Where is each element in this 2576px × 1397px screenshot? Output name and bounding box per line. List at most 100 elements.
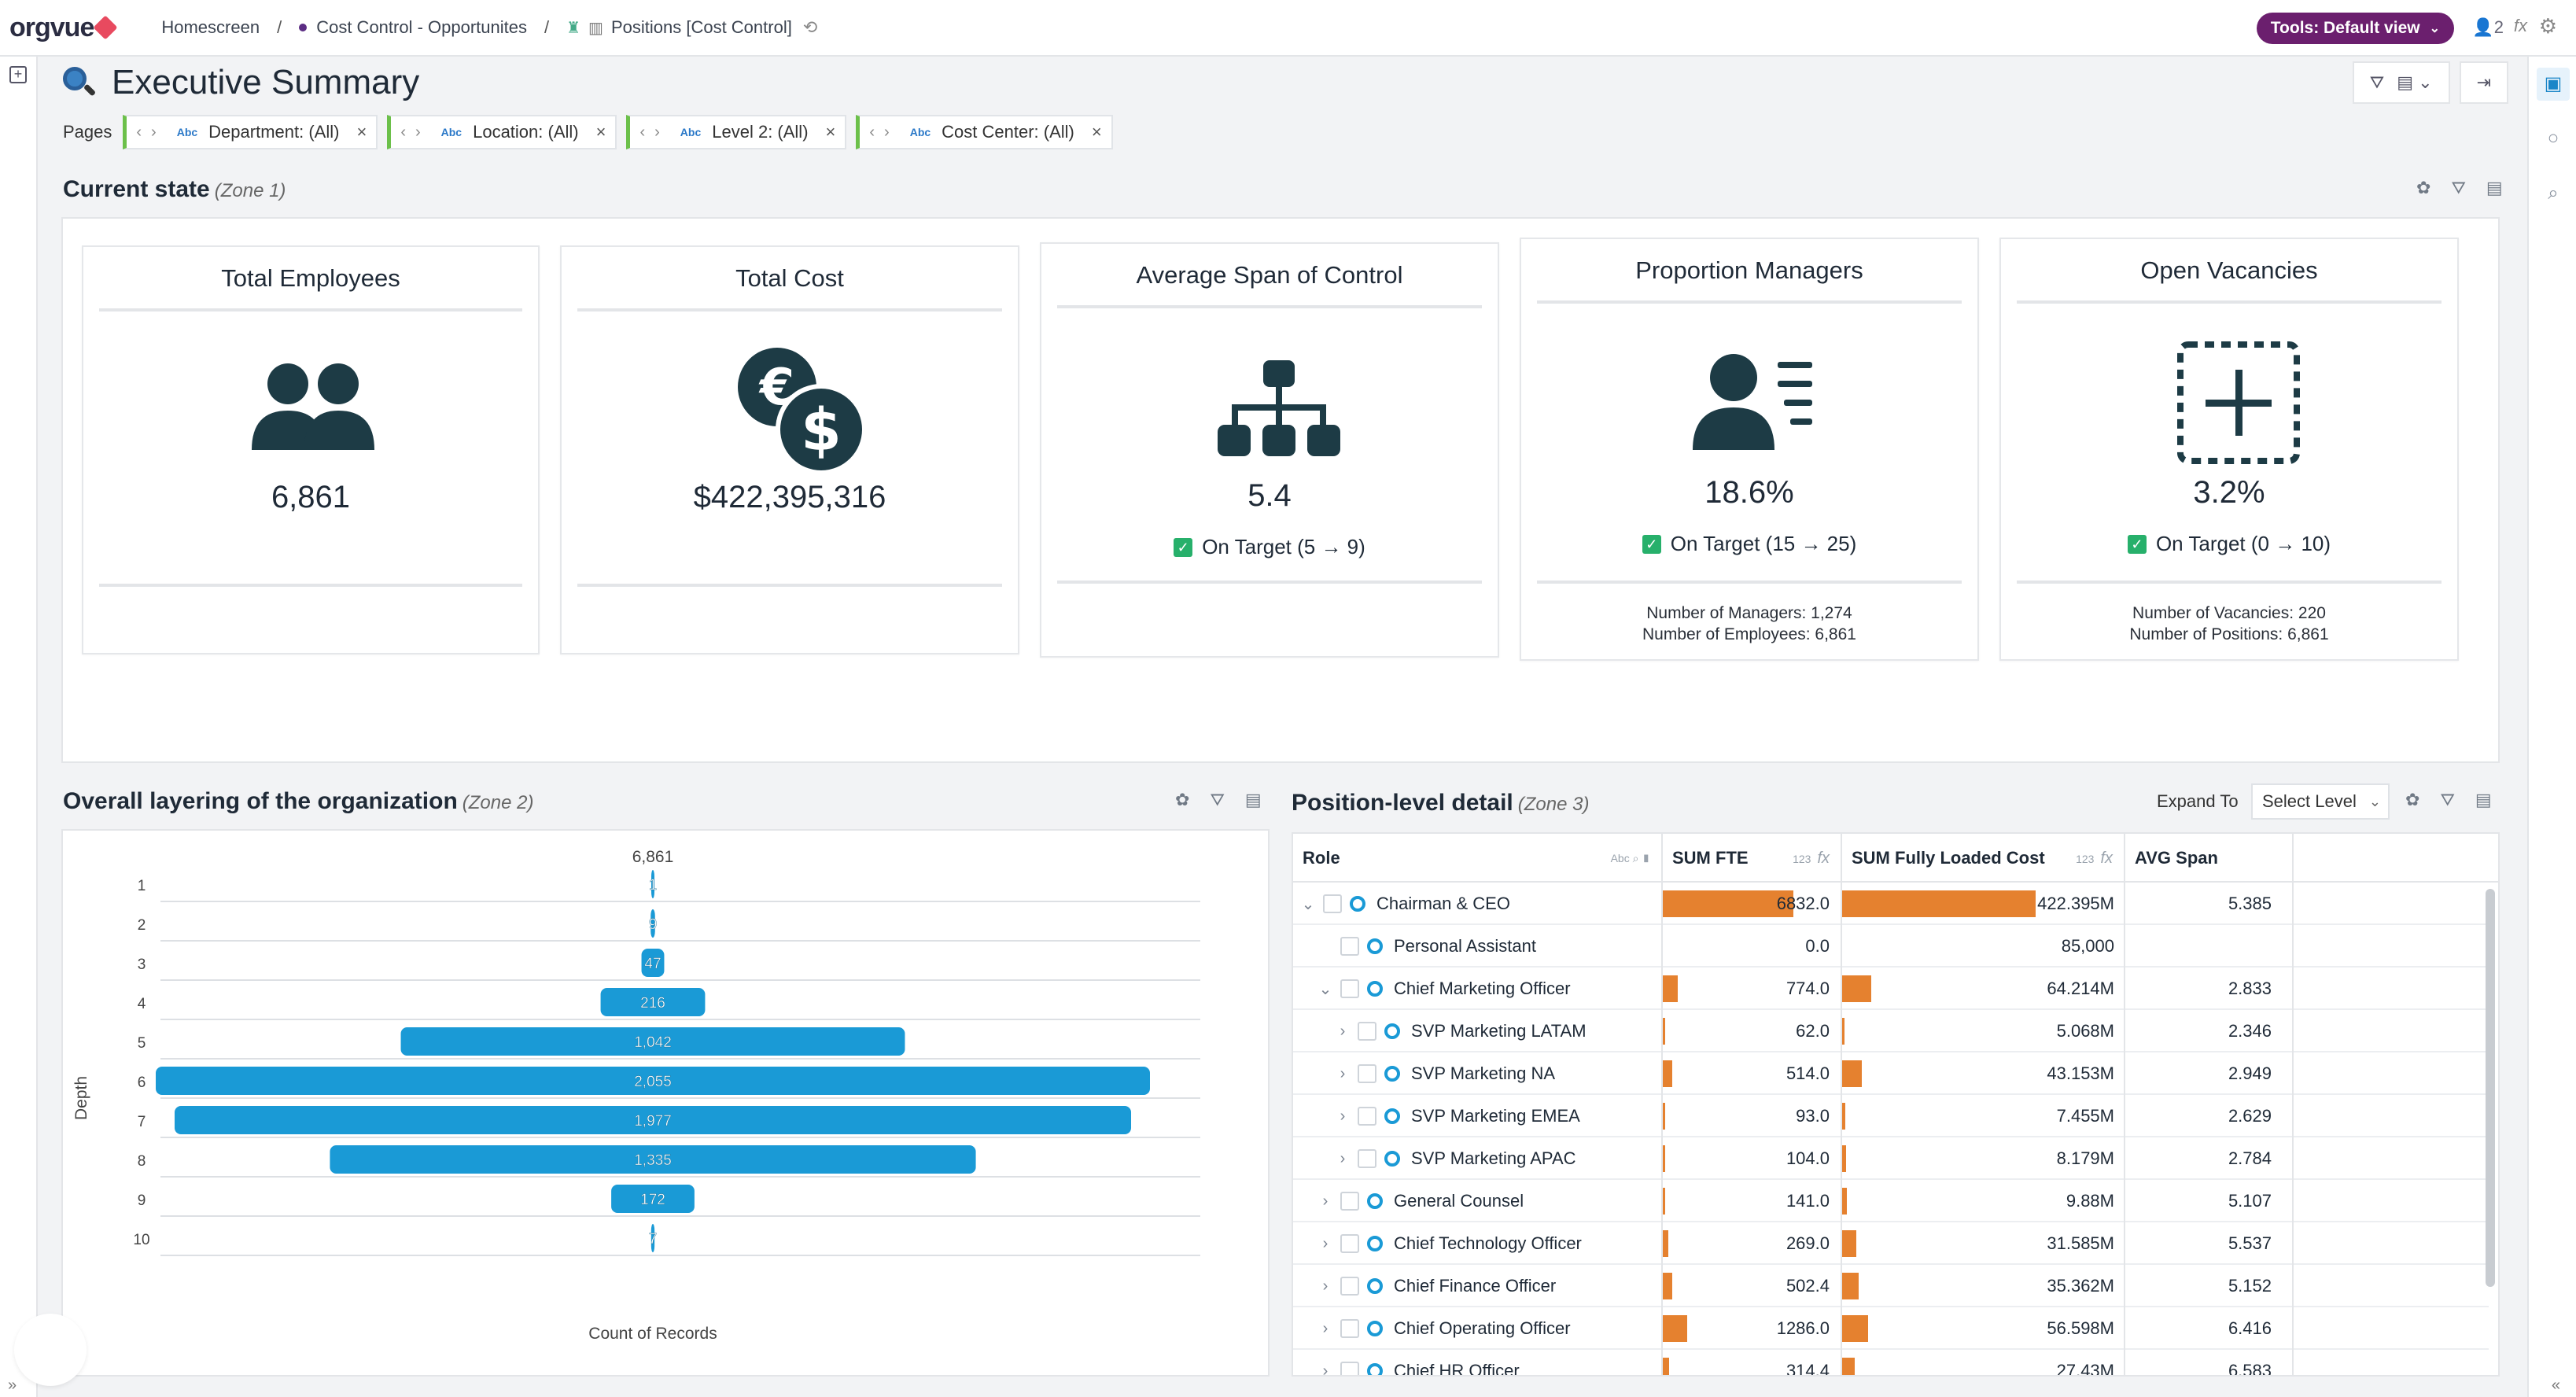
chevron-right-icon[interactable]: › xyxy=(1340,1064,1346,1082)
circle-panel-icon[interactable]: ○ xyxy=(2547,127,2559,149)
page-filter-button[interactable]: ⛛ ▤ ⌄ xyxy=(2352,61,2450,104)
search-icon[interactable]: ⌕ xyxy=(2548,182,2559,204)
column-header-fte[interactable]: SUM FTE 123 fx xyxy=(1663,834,1842,883)
table-row[interactable]: › Chief Operating Officer 1286.0 56.598M 6.4… xyxy=(1293,1307,2489,1350)
layout-icon[interactable]: ▤ xyxy=(1244,790,1262,809)
filter-chip-department[interactable]: ‹› Abc Department: (All) × xyxy=(123,115,378,149)
column-header-role[interactable]: Role Abc ⌕ ▮ xyxy=(1293,834,1663,883)
filter-icon[interactable]: ⛛ xyxy=(2451,178,2466,197)
row-checkbox[interactable] xyxy=(1340,979,1359,998)
chevron-left-right-icon[interactable]: ‹› xyxy=(136,123,166,141)
zone1-label: (Zone 1) xyxy=(214,180,286,201)
fx-icon: fx xyxy=(1817,849,1830,867)
table-row[interactable]: › SVP Marketing LATAM 62.0 5.068M 2.346 xyxy=(1293,1010,2489,1052)
column-header-span[interactable]: AVG Span xyxy=(2125,834,2294,883)
table-row[interactable]: › SVP Marketing APAC 104.0 8.179M 2.784 xyxy=(1293,1137,2489,1180)
y-tick-label: 5 xyxy=(138,1035,146,1052)
expand-left-icon[interactable]: » xyxy=(8,1377,17,1394)
close-icon[interactable]: × xyxy=(356,122,367,142)
row-checkbox[interactable] xyxy=(1358,1107,1376,1126)
role-cell: Personal Assistant xyxy=(1293,925,1663,968)
orgvue-logo[interactable]: orgvue xyxy=(9,13,118,43)
table-row[interactable]: Personal Assistant 0.0 85,000 xyxy=(1293,925,2489,968)
role-label: Chief HR Officer xyxy=(1394,1361,1520,1377)
cost-value: 9.88M xyxy=(2066,1191,2114,1211)
breadcrumb-dataset[interactable]: Positions [Cost Control] xyxy=(610,17,792,37)
add-panel-icon[interactable]: + xyxy=(9,66,27,83)
close-icon[interactable]: × xyxy=(595,122,606,142)
chart-total-label: 6,861 xyxy=(632,848,674,866)
palette-icon[interactable]: ✿ xyxy=(2416,178,2431,197)
table-row[interactable]: › SVP Marketing NA 514.0 43.153M 2.949 xyxy=(1293,1052,2489,1095)
tools-view-button[interactable]: Tools: Default view ⌄ xyxy=(2256,13,2454,44)
row-checkbox[interactable] xyxy=(1358,1064,1376,1083)
span-cell: 2.784 xyxy=(2125,1137,2294,1180)
bar-value-label: 1 xyxy=(649,877,658,894)
chevron-right-icon[interactable]: › xyxy=(1322,1234,1329,1252)
chevron-right-icon[interactable]: › xyxy=(1340,1149,1346,1167)
fte-bar xyxy=(1663,1060,1673,1087)
vertical-scrollbar[interactable] xyxy=(2486,889,2495,1287)
logo-mark-icon xyxy=(93,15,118,40)
row-checkbox[interactable] xyxy=(1358,1149,1376,1168)
users-indicator[interactable]: 👤2 xyxy=(2472,17,2504,37)
column-header-cost[interactable]: SUM Fully Loaded Cost 123 fx xyxy=(1842,834,2125,883)
table-row[interactable]: › Chief HR Officer 314.4 27.43M 6.583 xyxy=(1293,1350,2489,1377)
row-checkbox[interactable] xyxy=(1340,1234,1359,1253)
table-row[interactable]: › Chief Technology Officer 269.0 31.585M 5.5… xyxy=(1293,1222,2489,1265)
chevron-left-right-icon[interactable]: ‹› xyxy=(639,123,669,141)
chevron-right-icon[interactable]: › xyxy=(1322,1362,1329,1377)
help-bubble[interactable] xyxy=(14,1314,87,1386)
fx-icon[interactable]: fx xyxy=(2513,16,2527,35)
palette-icon[interactable]: ✿ xyxy=(2405,790,2420,809)
close-icon[interactable]: × xyxy=(825,122,836,142)
kpi-value: 3.2% xyxy=(2193,475,2265,510)
role-cell: › Chief Finance Officer xyxy=(1293,1265,1663,1307)
chevron-right-icon[interactable]: › xyxy=(1322,1192,1329,1210)
cost-bar xyxy=(1842,1358,1855,1375)
expand-right-icon[interactable]: « xyxy=(2551,1377,2560,1394)
chevron-down-icon[interactable]: ⌄ xyxy=(1318,980,1332,998)
table-row[interactable]: › Chief Finance Officer 502.4 35.362M 5.152 xyxy=(1293,1265,2489,1307)
kpi-open-vacancies: Open Vacancies 3.2% ✓ On Target (0 → 10) … xyxy=(1999,238,2459,661)
gear-icon[interactable]: ⚙ xyxy=(2538,14,2557,38)
table-row[interactable]: › General Counsel 141.0 9.88M 5.107 xyxy=(1293,1180,2489,1222)
table-row[interactable]: ⌄ Chairman & CEO 6832.0 422.395M 5.385 xyxy=(1293,883,2489,925)
kpi-note: Number of Vacancies: 220 xyxy=(2132,604,2326,622)
select-level-dropdown[interactable]: Select Level ⌄ xyxy=(2251,783,2390,820)
layout-icon[interactable]: ▤ xyxy=(2475,790,2492,809)
sync-icon[interactable]: ⟲ xyxy=(802,17,818,37)
fte-bar xyxy=(1663,1273,1673,1299)
chevron-right-icon[interactable]: › xyxy=(1322,1319,1329,1337)
filter-chip-level2[interactable]: ‹› Abc Level 2: (All) × xyxy=(626,115,847,149)
table-row[interactable]: ⌄ Chief Marketing Officer 774.0 64.214M 2.83… xyxy=(1293,968,2489,1010)
breadcrumb-home[interactable]: Homescreen xyxy=(161,17,260,37)
row-checkbox[interactable] xyxy=(1340,1319,1359,1338)
filter-icon[interactable]: ⛛ xyxy=(2440,790,2455,809)
chevron-left-right-icon[interactable]: ‹› xyxy=(400,123,430,141)
fte-value: 514.0 xyxy=(1786,1063,1830,1083)
chevron-right-icon[interactable]: › xyxy=(1340,1022,1346,1040)
filter-chip-cost-center[interactable]: ‹› Abc Cost Center: (All) × xyxy=(856,115,1113,149)
chevron-right-icon[interactable]: › xyxy=(1340,1107,1346,1125)
row-checkbox[interactable] xyxy=(1340,1192,1359,1211)
row-checkbox[interactable] xyxy=(1340,1362,1359,1375)
dashboard-panel-icon[interactable]: ▣ xyxy=(2537,68,2570,101)
layout-icon[interactable]: ▤ xyxy=(2486,178,2503,197)
breadcrumb-project[interactable]: Cost Control - Opportunites xyxy=(316,17,527,37)
row-checkbox[interactable] xyxy=(1340,1277,1359,1296)
chevron-down-icon[interactable]: ⌄ xyxy=(1301,895,1315,913)
row-checkbox[interactable] xyxy=(1358,1022,1376,1041)
filter-icon[interactable]: ⛛ xyxy=(1210,790,1225,809)
palette-icon[interactable]: ✿ xyxy=(1175,790,1190,809)
table-row[interactable]: › SVP Marketing EMEA 93.0 7.455M 2.629 xyxy=(1293,1095,2489,1137)
export-button[interactable]: ⇥ xyxy=(2459,61,2508,104)
role-label: Personal Assistant xyxy=(1394,936,1536,956)
close-icon[interactable]: × xyxy=(1091,122,1102,142)
chevron-left-right-icon[interactable]: ‹› xyxy=(869,123,899,141)
filter-chip-location[interactable]: ‹› Abc Location: (All) × xyxy=(387,115,617,149)
row-checkbox[interactable] xyxy=(1340,937,1359,956)
role-cell: › SVP Marketing EMEA xyxy=(1293,1095,1663,1137)
chevron-right-icon[interactable]: › xyxy=(1322,1277,1329,1295)
row-checkbox[interactable] xyxy=(1323,894,1342,913)
